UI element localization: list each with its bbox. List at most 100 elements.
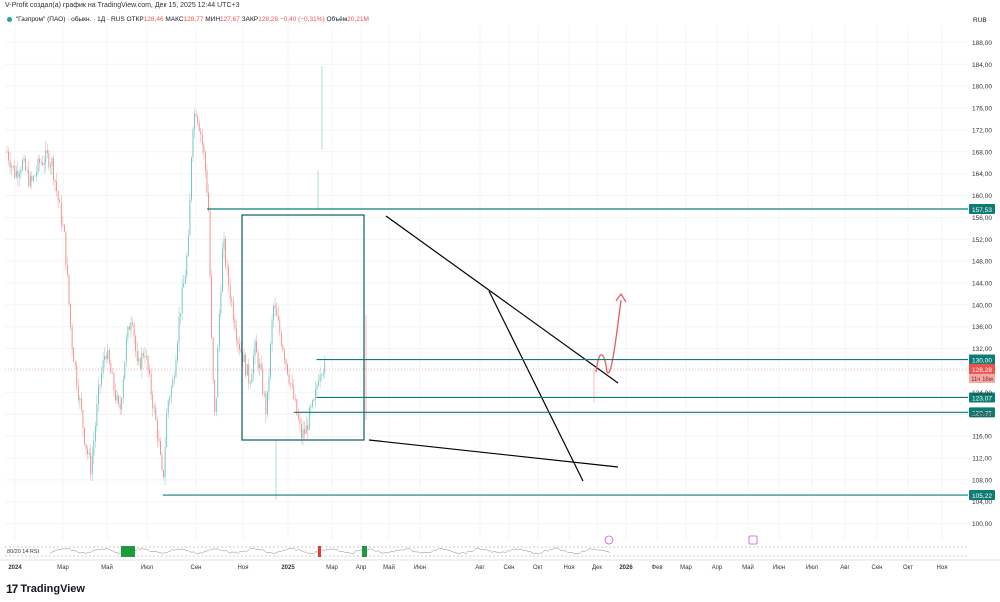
low-value: 127,67 <box>220 16 240 23</box>
candle-body <box>161 454 163 470</box>
y-tick-label: 140,00 <box>972 302 992 309</box>
candle-body <box>12 165 14 167</box>
candle-body <box>204 152 206 171</box>
candle-body <box>223 238 225 250</box>
candle-body <box>192 129 194 158</box>
candle-body <box>260 363 262 370</box>
x-tick-label: Фев <box>651 565 662 571</box>
x-tick-label: Авг <box>840 565 850 571</box>
candle-body <box>280 332 282 346</box>
candle-body <box>203 144 205 153</box>
candle-body <box>132 322 133 325</box>
candle-body <box>105 356 107 359</box>
y-tick-label: 172,00 <box>972 127 992 134</box>
candle-body <box>178 316 180 343</box>
candle-body <box>155 407 157 421</box>
price-axis: 128,28 11ч 16м 100,00 104,00 108,00 112,00 116… <box>969 40 995 528</box>
candle-body <box>54 179 56 182</box>
candle-body <box>70 303 71 327</box>
candle-body <box>215 397 217 412</box>
candle-body <box>150 373 152 395</box>
candle-body <box>28 170 30 187</box>
volume-value: 20,21M <box>347 16 369 23</box>
candle-body <box>135 336 137 351</box>
candle-body <box>90 453 92 475</box>
currency-label: RUB <box>973 17 987 24</box>
candle-body <box>313 398 315 401</box>
candle-body <box>59 200 61 203</box>
candle-body <box>276 308 278 316</box>
candle-body <box>271 319 273 344</box>
y-tick-label: 180,00 <box>972 84 992 91</box>
level-price-label: 123,07 <box>972 395 992 402</box>
candle-body <box>217 347 219 398</box>
candle-body <box>51 158 53 166</box>
candle-body <box>316 385 318 390</box>
candle-body <box>77 386 79 400</box>
candle-body <box>91 455 93 475</box>
symbol-name[interactable]: "Газпром" (ПАО) · обыкн. · 1Д · RUS <box>15 16 125 23</box>
candle-body <box>153 407 155 409</box>
descending-trendline <box>385 215 619 384</box>
candle-body <box>45 150 47 164</box>
y-tick-label: 136,00 <box>972 324 992 331</box>
candle-body <box>166 413 168 447</box>
candle-body <box>201 134 203 145</box>
candle-body <box>9 160 11 168</box>
x-tick-label: Мар <box>680 565 692 571</box>
candle-body <box>22 160 23 171</box>
candle-body <box>39 158 40 163</box>
tradingview-logo[interactable]: 17 TradingView <box>6 582 85 596</box>
candle-body <box>82 410 84 428</box>
candle-body <box>57 190 59 201</box>
candle-body <box>184 276 186 284</box>
candle-body <box>319 375 321 382</box>
candle-body <box>115 390 116 401</box>
candle-body <box>218 313 220 348</box>
candle-body <box>214 379 216 412</box>
candle-body <box>14 165 16 178</box>
open-label: ОТКР <box>126 16 144 23</box>
candle-body <box>125 338 127 362</box>
time-axis: 2024 Мар Май Июл Сен Ноя 2025 Мар Апр Май Июн Авг Се… <box>0 559 1000 571</box>
candle-body <box>37 158 39 173</box>
level-tag <box>969 407 995 418</box>
candle-body <box>73 348 75 362</box>
candle-body <box>142 352 144 357</box>
candle-body <box>254 341 256 357</box>
candle-body <box>76 365 78 387</box>
candle-body <box>147 356 149 370</box>
candle-body <box>93 441 95 456</box>
candle-body <box>31 175 33 182</box>
candle-body <box>8 151 9 161</box>
x-tick-label: Ноя <box>937 565 948 571</box>
candle-body <box>158 438 160 442</box>
candle-body <box>141 352 143 369</box>
candle-body <box>220 291 222 314</box>
candle-body <box>249 382 251 384</box>
candle-body <box>231 299 233 302</box>
candle-body <box>191 157 192 200</box>
candle-body <box>63 225 65 232</box>
y-tick-label: 100,00 <box>972 521 992 528</box>
candle-body <box>170 387 172 398</box>
x-tick-label: 2026 <box>619 565 633 571</box>
candle-body <box>222 249 223 292</box>
candle-body <box>240 349 242 353</box>
x-tick-label: 2025 <box>281 565 295 571</box>
candle-body <box>288 374 290 384</box>
candle-body <box>164 446 166 478</box>
rsi-signal-buy <box>121 546 135 557</box>
candle-body <box>187 235 189 256</box>
candle-body <box>324 361 326 373</box>
candle-body <box>189 199 191 236</box>
candle-body <box>172 379 174 388</box>
y-tick-label: 112,00 <box>972 455 992 462</box>
candle-body <box>43 163 45 166</box>
x-tick-label: Май <box>742 564 754 571</box>
candle-body <box>108 350 110 364</box>
x-tick-label: Июн <box>773 565 785 571</box>
close-label: ЗАКР <box>241 16 259 23</box>
candle-body <box>110 363 112 374</box>
